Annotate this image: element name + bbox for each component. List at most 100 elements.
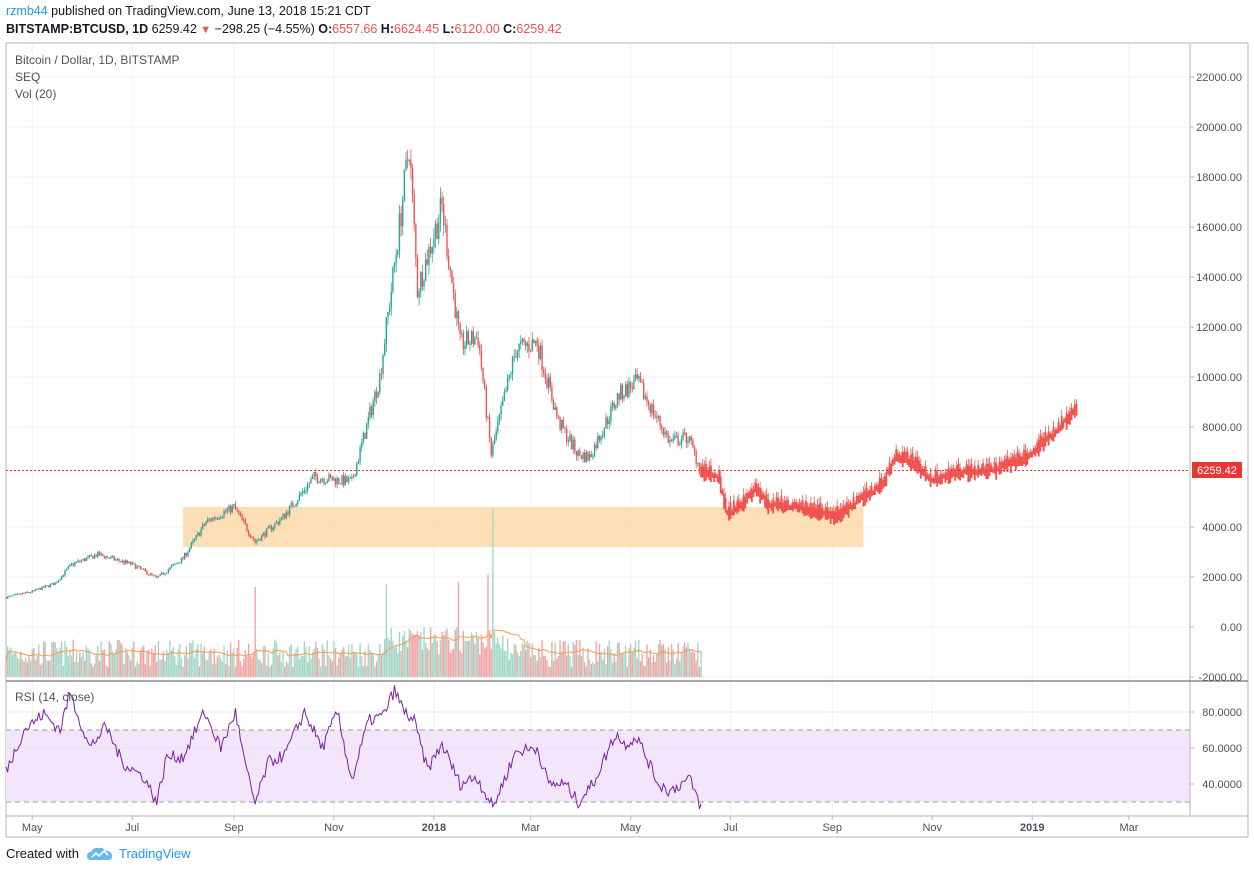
volume-bar [56, 648, 58, 677]
volume-bar [24, 657, 27, 677]
volume-bar [436, 641, 438, 677]
volume-bar [428, 650, 430, 677]
candle-body [451, 270, 453, 284]
volume-bar [215, 663, 217, 677]
volume-bar [636, 658, 638, 677]
volume-bar [269, 666, 271, 677]
volume-bar [206, 659, 209, 677]
volume-bar [154, 645, 156, 677]
volume-bar [33, 648, 35, 677]
volume-bar [485, 646, 488, 677]
candle-body [557, 416, 560, 418]
author-link[interactable]: rzmb44 [6, 4, 48, 18]
volume-bar [87, 648, 89, 677]
volume-bar [546, 659, 548, 677]
volume-bar [434, 634, 437, 677]
volume-bar [633, 647, 635, 677]
candle-body [374, 391, 376, 402]
candle-body [254, 539, 256, 543]
x-tick-label: Jul [125, 822, 139, 834]
candle-body [387, 312, 389, 318]
tradingview-brand-link[interactable]: TradingView [118, 846, 191, 861]
volume-bar [315, 641, 317, 677]
volume-bar [129, 660, 132, 677]
volume-bar [700, 651, 702, 677]
volume-bar [375, 661, 378, 677]
volume-bar [379, 643, 381, 677]
candle-body [623, 396, 625, 399]
volume-bar [182, 666, 184, 677]
candle-body [410, 159, 412, 168]
volume-bar [110, 643, 112, 677]
candle-body [202, 524, 204, 530]
candle-body [177, 562, 179, 564]
candle-body [152, 574, 155, 576]
candle-body [198, 532, 201, 536]
volume-bar [454, 629, 456, 677]
candle-body [247, 530, 250, 535]
x-tick-label: Mar [521, 822, 540, 834]
volume-bar [572, 641, 574, 677]
candle-body [528, 343, 530, 352]
volume-bar [406, 647, 409, 677]
volume-bar [518, 656, 520, 677]
volume-bar [665, 662, 668, 677]
volume-bar [188, 642, 191, 677]
volume-bar [339, 652, 342, 677]
candle-body [615, 405, 617, 409]
volume-bar [511, 654, 514, 677]
volume-bar [246, 655, 248, 677]
volume-bar [483, 648, 486, 677]
volume-bar [444, 630, 447, 677]
volume-bar [616, 643, 619, 677]
candle-body [269, 526, 271, 528]
volume-bar [138, 663, 140, 677]
candle-body [124, 560, 127, 564]
candle-body [47, 585, 50, 587]
volume-bar [233, 648, 235, 677]
volume-bar [272, 648, 274, 677]
candle-body [329, 474, 332, 477]
publish-info: rzmb44 published on TradingView.com, Jun… [6, 4, 371, 18]
volume-bar [369, 649, 371, 677]
candle-body [197, 532, 199, 536]
volume-bar [11, 654, 14, 677]
candle-body [546, 378, 548, 388]
volume-bar [392, 640, 394, 677]
candle-body [677, 435, 679, 445]
volume-bar [606, 646, 609, 677]
volume-bar [347, 644, 350, 677]
candle-body [138, 566, 140, 568]
candle-body [693, 446, 696, 452]
volume-bar [262, 646, 265, 677]
candle-body [159, 573, 161, 577]
volume-bar [75, 651, 78, 677]
volume-bar [67, 655, 69, 677]
candle-body [228, 505, 230, 510]
candle-body [5, 597, 7, 599]
published-text: published on TradingView.com, June 13, 2… [51, 4, 371, 18]
volume-bar [20, 651, 22, 677]
candle-body [579, 450, 581, 456]
volume-bar [411, 633, 414, 677]
candle-body [446, 224, 448, 257]
tradingview-cloud-icon[interactable] [86, 847, 113, 861]
volume-bar [323, 649, 325, 677]
volume-bar [349, 657, 351, 677]
volume-bar [141, 647, 143, 677]
volume-bar [183, 655, 186, 677]
high-label: H: [380, 22, 394, 36]
volume-bar [149, 665, 151, 677]
candle-body [569, 435, 571, 441]
volume-bar [92, 666, 94, 677]
candle-body [692, 440, 694, 447]
y-tick-label: 18000.00 [1196, 172, 1242, 184]
candle-body [98, 551, 101, 556]
volume-bar [388, 640, 391, 677]
candle-body [515, 356, 517, 358]
candle-body [216, 517, 219, 519]
volume-bar [146, 651, 148, 677]
candle-body [600, 437, 602, 441]
volume-bar [333, 641, 335, 677]
